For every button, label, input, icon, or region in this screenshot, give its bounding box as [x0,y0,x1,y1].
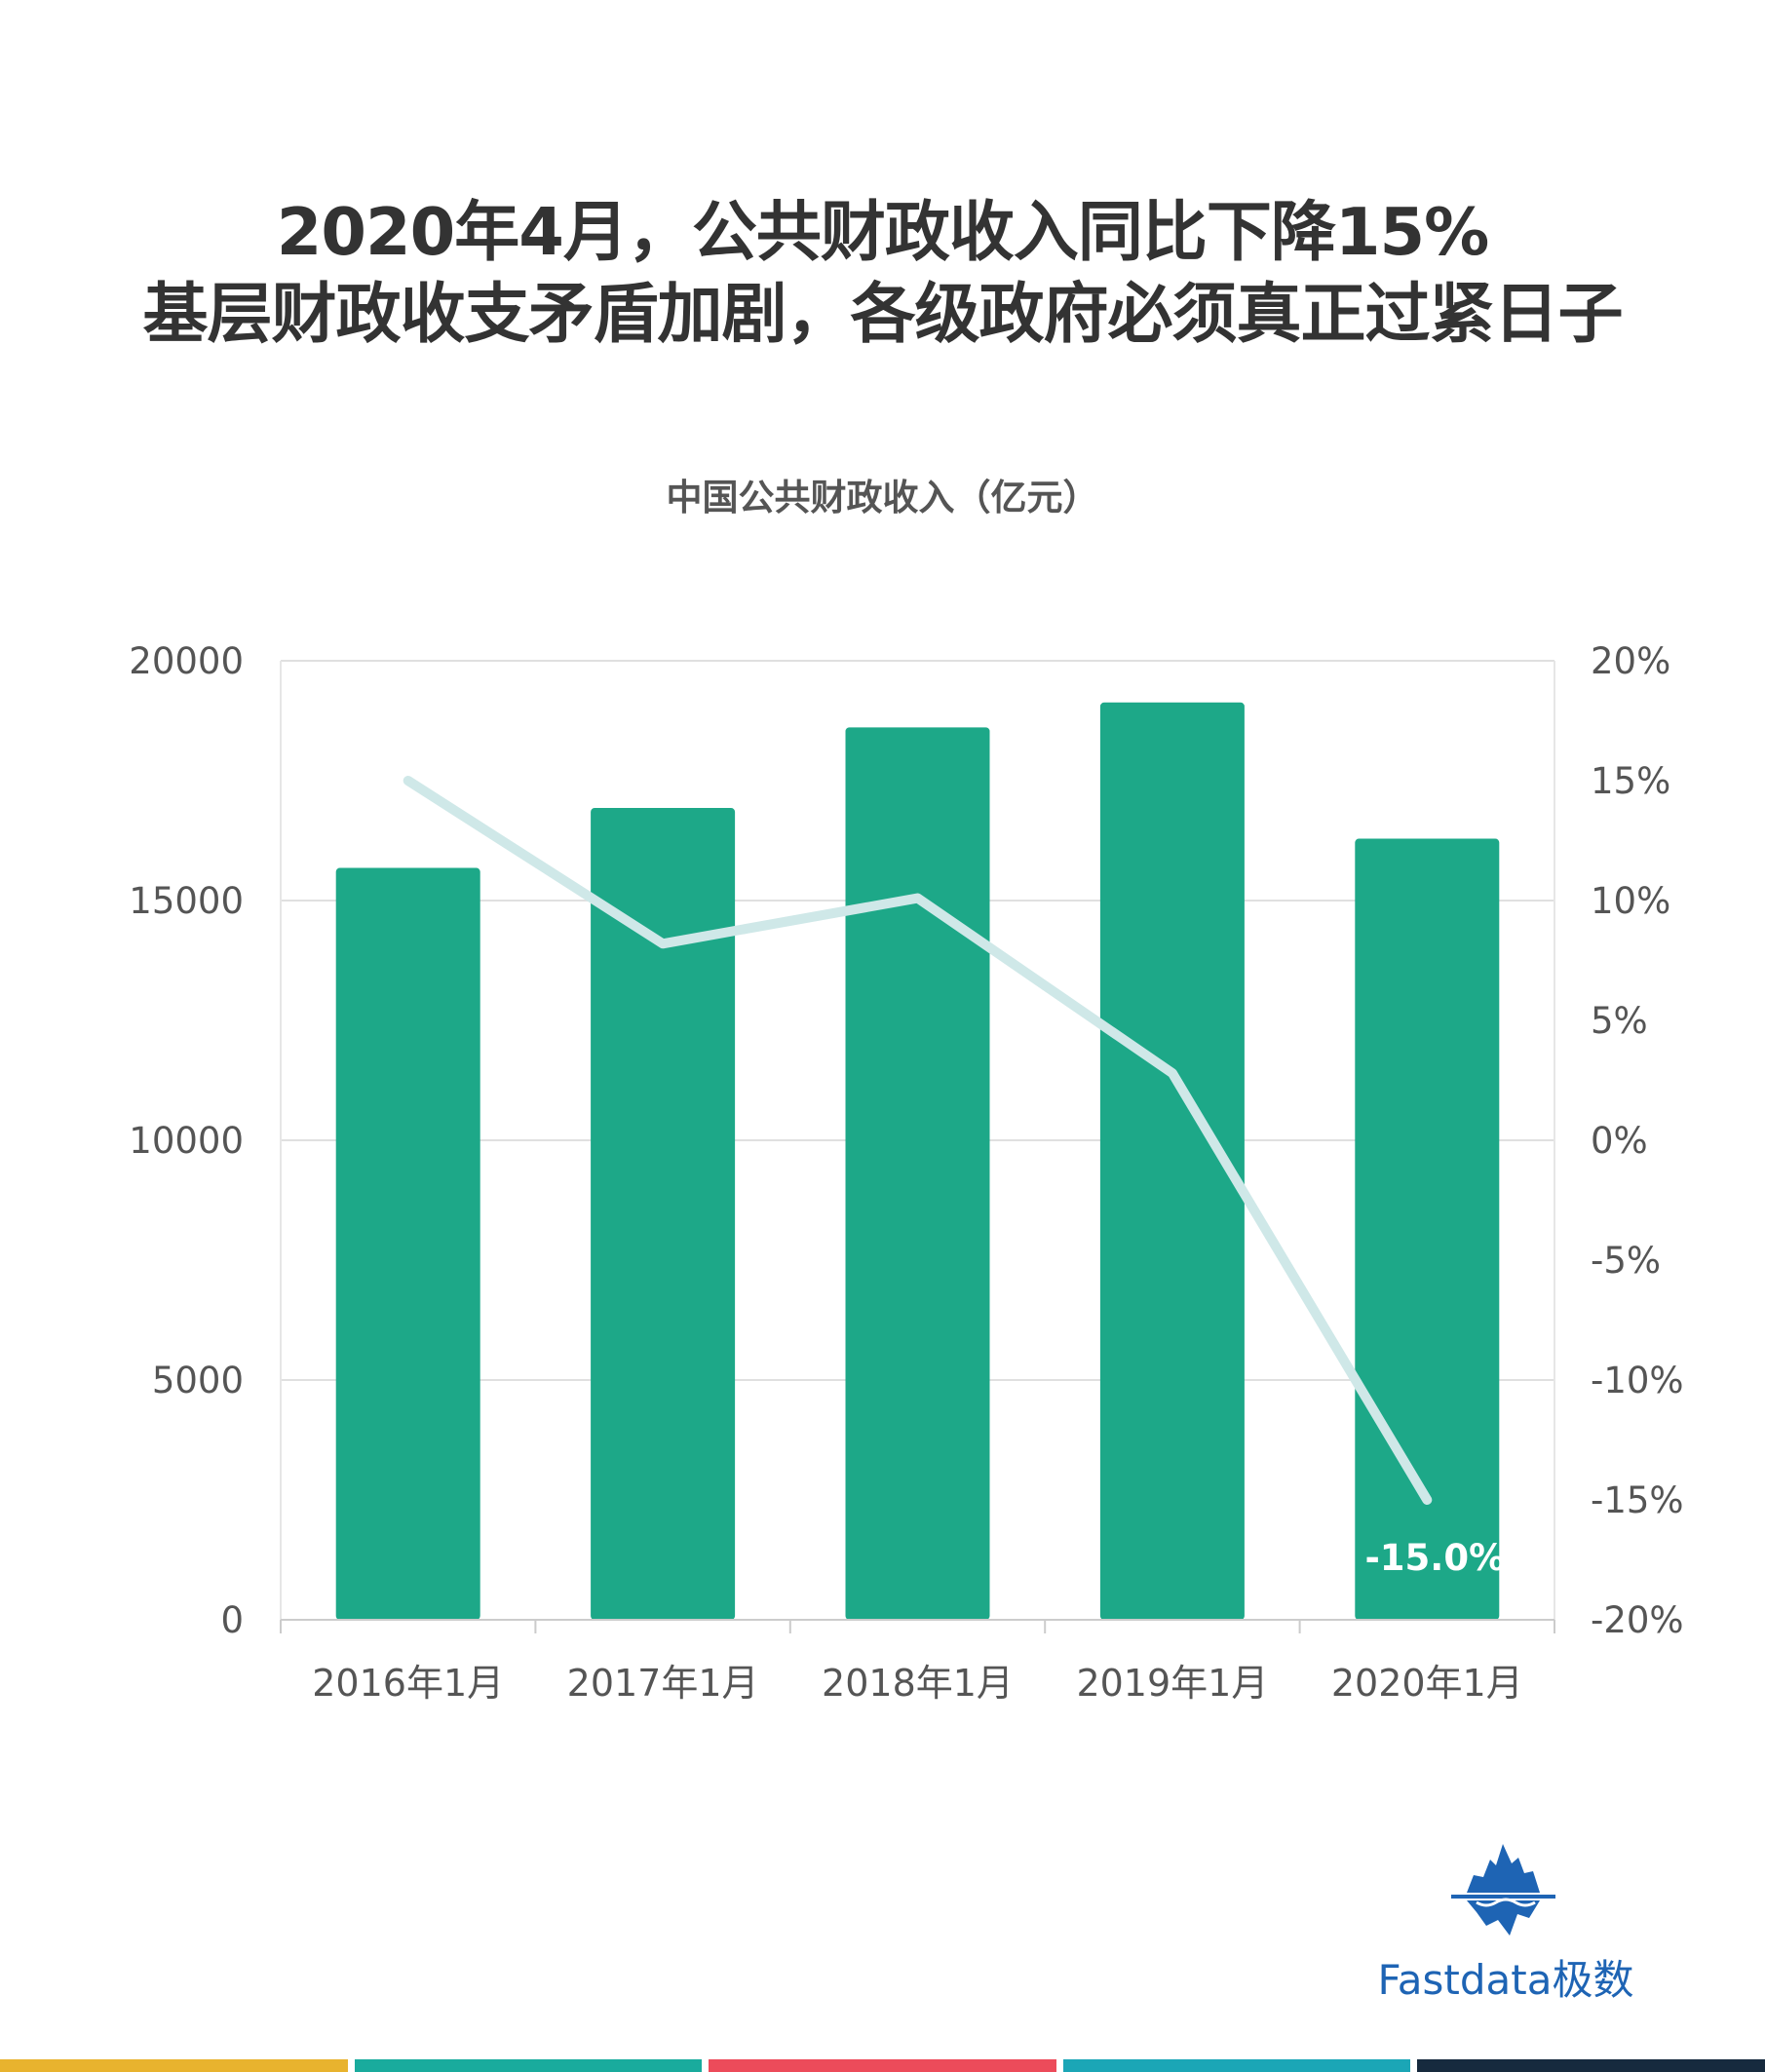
headline-line-1: 2020年4月，公共财政收入同比下降15% [276,194,1489,270]
bar-2 [591,808,736,1620]
bottom-bar-segment-1 [0,2059,348,2072]
y-left-tick-label: 20000 [129,640,244,682]
bottom-bar-segment-2 [354,2059,703,2072]
data-label: -15.0% [1364,1537,1505,1579]
growth-rate-point-2 [660,940,667,947]
chart-title: 中国公共财政收入（亿元） [666,477,1099,518]
bar-4 [1099,702,1245,1620]
bar-3 [845,727,990,1620]
x-category-label: 2018年1月 [822,1662,1014,1705]
y-right-tick-label: -5% [1591,1240,1661,1282]
y-right-tick-label: -20% [1591,1599,1684,1641]
y-right-tick-label: 0% [1591,1120,1648,1162]
growth-rate-point-1 [404,778,411,784]
y-left-tick-label: 15000 [129,880,244,922]
x-category-label: 2019年1月 [1076,1662,1268,1705]
y-left-tick-label: 0 [220,1599,244,1641]
bottom-bar-segment-5 [1417,2059,1765,2072]
y-left-tick-label: 10000 [129,1120,244,1162]
x-category-label: 2017年1月 [567,1662,759,1705]
growth-rate-point-5 [1424,1497,1431,1503]
y-left-tick-label: 5000 [152,1360,244,1401]
bottom-bar-segment-3 [709,2059,1056,2072]
bottom-bar-segment-4 [1062,2059,1411,2072]
y-right-tick-label: 20% [1591,640,1670,682]
y-right-tick-label: 10% [1591,880,1670,922]
fastdata-logo: Fastdata极数 [1345,1842,1667,2008]
x-category-label: 2016年1月 [312,1662,504,1705]
y-right-tick-label: -15% [1591,1479,1684,1521]
growth-rate-point-3 [914,895,921,902]
bottom-color-bar [0,2059,1765,2072]
bar-1 [335,867,480,1620]
y-right-tick-label: 15% [1591,760,1670,802]
headline: 2020年4月，公共财政收入同比下降15% 基层财政收支矛盾加剧，各级政府必须真… [0,191,1765,355]
logo-text: Fastdata极数 [1377,1956,1634,2004]
x-category-label: 2020年1月 [1331,1662,1523,1705]
y-right-tick-label: 5% [1591,1000,1648,1042]
iceberg-icon [1451,1844,1555,1936]
growth-rate-point-4 [1169,1070,1175,1077]
headline-line-2: 基层财政收支矛盾加剧，各级政府必须真正过紧日子 [142,276,1624,352]
bar-5 [1355,838,1500,1620]
y-right-tick-label: -10% [1591,1360,1684,1401]
